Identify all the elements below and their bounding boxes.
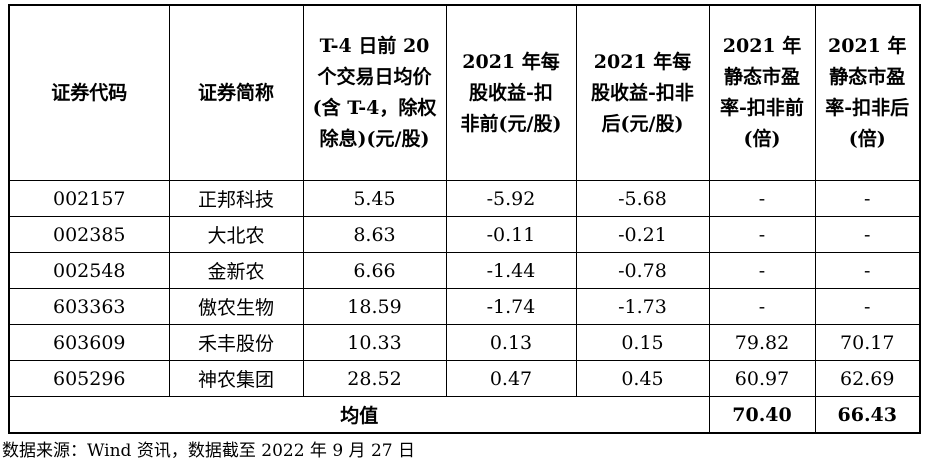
cell-eps-after: -0.21	[575, 216, 710, 253]
header-eps-after: 2021 年每股收益-扣非后(元/股)	[575, 4, 710, 181]
cell-price: 18.59	[302, 288, 447, 325]
table-row: 603363 傲农生物 18.59 -1.74 -1.73 - -	[8, 288, 921, 325]
cell-pe-after: 62.69	[814, 360, 921, 397]
cell-code: 002385	[8, 216, 170, 253]
table-row: 605296 神农集团 28.52 0.47 0.45 60.97 62.69	[8, 360, 921, 397]
cell-price: 8.63	[302, 216, 447, 253]
cell-price: 28.52	[302, 360, 447, 397]
table-row: 603609 禾丰股份 10.33 0.13 0.15 79.82 70.17	[8, 324, 921, 361]
cell-eps-before: 0.13	[445, 324, 577, 361]
cell-name: 金新农	[168, 252, 304, 289]
source-note: 数据来源：Wind 资讯，数据截至 2022 年 9 月 27 日	[2, 441, 415, 461]
cell-code: 603609	[8, 324, 170, 361]
cell-eps-after: -1.73	[575, 288, 710, 325]
cell-code: 605296	[8, 360, 170, 397]
average-pe-before: 70.40	[708, 396, 816, 434]
cell-pe-after: -	[814, 288, 921, 325]
header-security-code: 证券代码	[8, 4, 170, 181]
cell-pe-before: -	[708, 252, 816, 289]
cell-name: 禾丰股份	[168, 324, 304, 361]
cell-price: 10.33	[302, 324, 447, 361]
cell-pe-before: 60.97	[708, 360, 816, 397]
cell-pe-after: -	[814, 180, 921, 217]
header-security-name: 证券简称	[168, 4, 304, 181]
cell-eps-before: -1.74	[445, 288, 577, 325]
cell-code: 002157	[8, 180, 170, 217]
cell-eps-after: 0.15	[575, 324, 710, 361]
cell-pe-after: -	[814, 252, 921, 289]
table-row: 002157 正邦科技 5.45 -5.92 -5.68 - -	[8, 180, 921, 217]
cell-name: 大北农	[168, 216, 304, 253]
cell-eps-before: -0.11	[445, 216, 577, 253]
cell-code: 002548	[8, 252, 170, 289]
cell-name: 神农集团	[168, 360, 304, 397]
average-row: 均值 70.40 66.43	[8, 396, 921, 434]
cell-eps-after: -5.68	[575, 180, 710, 217]
cell-eps-before: -5.92	[445, 180, 577, 217]
header-row: 证券代码 证券简称 T-4 日前 20 个交易日均价(含 T-4，除权除息)(元…	[8, 4, 921, 181]
header-eps-before: 2021 年每股收益-扣非前(元/股)	[445, 4, 577, 181]
cell-price: 5.45	[302, 180, 447, 217]
cell-eps-after: 0.45	[575, 360, 710, 397]
cell-eps-before: -1.44	[445, 252, 577, 289]
table-row: 002548 金新农 6.66 -1.44 -0.78 - -	[8, 252, 921, 289]
cell-pe-before: -	[708, 216, 816, 253]
cell-pe-before: 79.82	[708, 324, 816, 361]
cell-name: 正邦科技	[168, 180, 304, 217]
table-row: 002385 大北农 8.63 -0.11 -0.21 - -	[8, 216, 921, 253]
cell-pe-before: -	[708, 288, 816, 325]
cell-code: 603363	[8, 288, 170, 325]
average-pe-after: 66.43	[814, 396, 921, 434]
cell-eps-before: 0.47	[445, 360, 577, 397]
comparable-companies-table: 证券代码 证券简称 T-4 日前 20 个交易日均价(含 T-4，除权除息)(元…	[8, 4, 921, 434]
cell-pe-after: 70.17	[814, 324, 921, 361]
cell-name: 傲农生物	[168, 288, 304, 325]
header-avg-price: T-4 日前 20 个交易日均价(含 T-4，除权除息)(元/股)	[302, 4, 447, 181]
header-pe-before: 2021 年静态市盈率-扣非前(倍)	[708, 4, 816, 181]
average-label: 均值	[8, 396, 710, 434]
cell-pe-after: -	[814, 216, 921, 253]
cell-eps-after: -0.78	[575, 252, 710, 289]
header-pe-after: 2021 年静态市盈率-扣非后(倍)	[814, 4, 921, 181]
cell-price: 6.66	[302, 252, 447, 289]
cell-pe-before: -	[708, 180, 816, 217]
